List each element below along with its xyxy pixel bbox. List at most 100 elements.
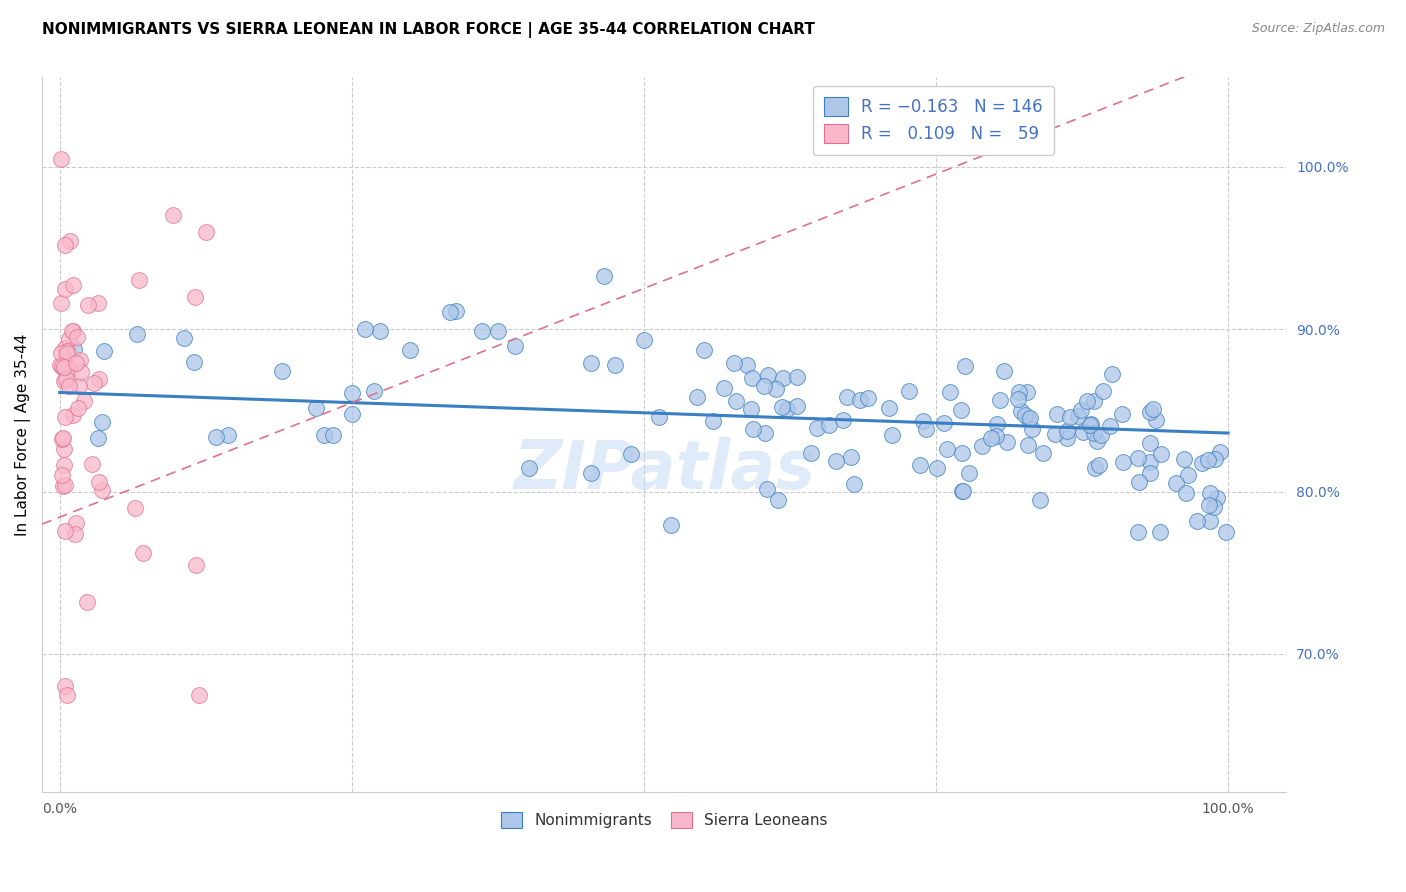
Point: [205, 430, 228, 444]
Point: [685, 390, 707, 404]
Point: [980, 432, 1002, 446]
Point: [49, 358, 72, 372]
Point: [55, 346, 77, 360]
Point: [1070, 403, 1092, 417]
Point: [702, 414, 724, 428]
Point: [62, 324, 84, 338]
Point: [786, 369, 808, 384]
Point: [1142, 402, 1164, 417]
Point: [73, 394, 96, 409]
Point: [517, 460, 540, 475]
Point: [53, 409, 76, 424]
Point: [1173, 452, 1195, 467]
Point: [52, 360, 75, 375]
Point: [1071, 425, 1094, 439]
Point: [1197, 453, 1219, 467]
Point: [754, 379, 776, 393]
Point: [69, 353, 91, 368]
Point: [1059, 409, 1081, 424]
Point: [363, 384, 385, 398]
Point: [776, 401, 799, 416]
Point: [128, 273, 150, 287]
Point: [880, 427, 903, 442]
Point: [51, 359, 73, 373]
Point: [1083, 425, 1105, 440]
Point: [58, 379, 80, 393]
Point: [1128, 475, 1150, 489]
Legend: Nonimmigrants, Sierra Leoneans: Nonimmigrants, Sierra Leoneans: [495, 805, 834, 834]
Point: [52, 360, 75, 375]
Point: [990, 392, 1012, 407]
Point: [1056, 424, 1078, 438]
Point: [195, 225, 218, 239]
Point: [1164, 475, 1187, 490]
Point: [1090, 427, 1112, 442]
Point: [603, 358, 626, 372]
Y-axis label: In Labor Force | Age 35-44: In Labor Force | Age 35-44: [15, 334, 31, 536]
Point: [58, 332, 80, 346]
Point: [65, 516, 87, 531]
Point: [786, 399, 808, 413]
Point: [1007, 392, 1029, 406]
Point: [80, 457, 103, 471]
Point: [1076, 394, 1098, 409]
Point: [723, 356, 745, 370]
Point: [93, 344, 115, 359]
Point: [986, 417, 1008, 432]
Point: [911, 414, 934, 428]
Point: [1092, 384, 1115, 399]
Point: [579, 466, 602, 480]
Text: ZIPatlas: ZIPatlas: [513, 437, 815, 503]
Point: [842, 477, 865, 491]
Point: [927, 461, 949, 475]
Point: [970, 439, 993, 453]
Point: [55, 477, 77, 491]
Point: [1014, 409, 1036, 423]
Point: [51, 431, 73, 445]
Point: [1198, 498, 1220, 512]
Point: [52, 458, 75, 473]
Point: [53, 342, 76, 356]
Point: [368, 324, 391, 338]
Point: [772, 371, 794, 385]
Point: [312, 428, 335, 442]
Point: [1046, 407, 1069, 421]
Point: [1101, 368, 1123, 382]
Point: [67, 379, 90, 393]
Point: [399, 343, 422, 357]
Point: [832, 412, 855, 426]
Point: [127, 326, 149, 341]
Point: [86, 295, 108, 310]
Point: [87, 431, 110, 445]
Point: [858, 392, 880, 406]
Point: [217, 428, 239, 442]
Point: [754, 426, 776, 441]
Point: [908, 458, 931, 472]
Point: [1126, 525, 1149, 540]
Point: [740, 401, 762, 416]
Point: [90, 483, 112, 497]
Point: [446, 304, 468, 318]
Point: [592, 268, 614, 283]
Point: [439, 305, 461, 319]
Point: [77, 298, 100, 312]
Point: [995, 434, 1018, 449]
Point: [183, 355, 205, 369]
Point: [65, 329, 87, 343]
Point: [724, 393, 747, 408]
Point: [633, 333, 655, 347]
Point: [839, 450, 862, 465]
Point: [342, 385, 364, 400]
Point: [1149, 525, 1171, 540]
Point: [76, 595, 98, 609]
Point: [849, 392, 872, 407]
Point: [51, 433, 73, 447]
Point: [735, 359, 758, 373]
Point: [770, 400, 793, 414]
Point: [952, 484, 974, 499]
Point: [62, 277, 84, 292]
Point: [65, 526, 87, 541]
Point: [55, 688, 77, 702]
Point: [1032, 446, 1054, 460]
Point: [49, 296, 72, 310]
